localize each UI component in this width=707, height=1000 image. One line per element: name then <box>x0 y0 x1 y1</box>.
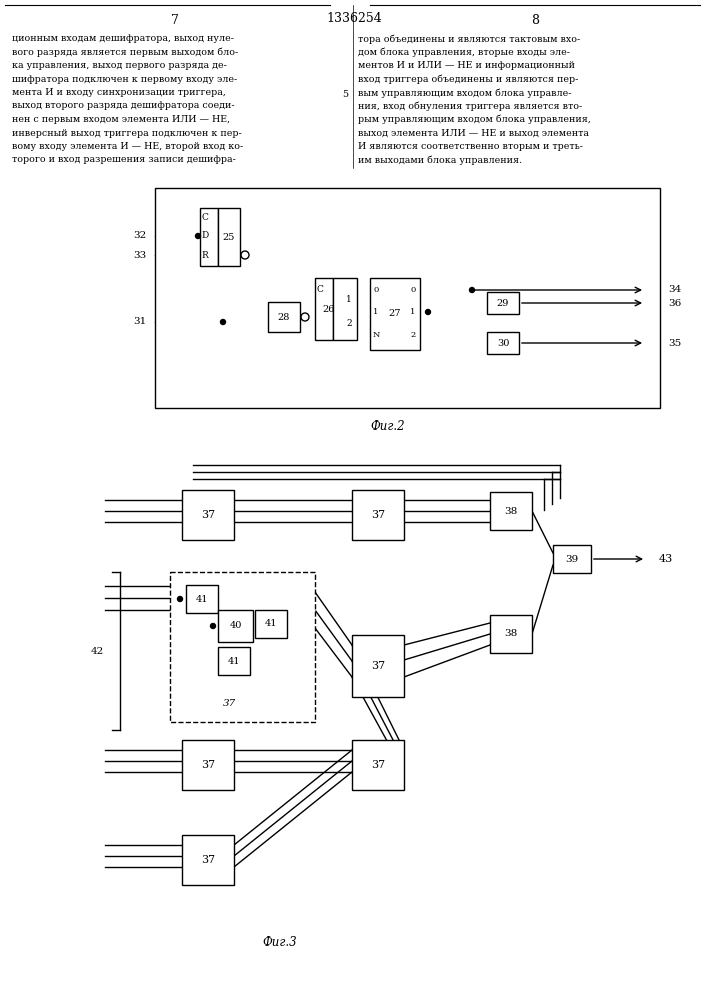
Text: нен с первым входом элемента ИЛИ — НЕ,: нен с первым входом элемента ИЛИ — НЕ, <box>12 115 230 124</box>
Text: 5: 5 <box>342 90 348 99</box>
Bar <box>218 208 240 266</box>
Text: 33: 33 <box>134 250 147 259</box>
Bar <box>255 610 287 638</box>
Bar <box>218 610 253 642</box>
Text: 27: 27 <box>389 310 402 318</box>
Bar <box>155 188 660 408</box>
Text: 1: 1 <box>410 308 416 316</box>
Bar <box>315 278 333 340</box>
Text: 39: 39 <box>566 554 578 564</box>
Text: R: R <box>201 250 209 259</box>
Circle shape <box>177 596 182 601</box>
Text: 43: 43 <box>659 554 673 564</box>
Bar <box>370 278 420 350</box>
Circle shape <box>196 233 201 238</box>
Text: выход второго разряда дешифратора соеди-: выход второго разряда дешифратора соеди- <box>12 102 235 110</box>
Text: рым управляющим входом блока управления,: рым управляющим входом блока управления, <box>358 115 591 124</box>
Text: 2: 2 <box>410 331 416 339</box>
Text: 30: 30 <box>497 338 509 348</box>
Bar <box>182 835 234 885</box>
Bar <box>553 545 591 573</box>
Text: 37: 37 <box>371 510 385 520</box>
Text: тора объединены и являются тактовым вхо-: тора объединены и являются тактовым вхо- <box>358 34 580 43</box>
Bar <box>490 492 532 530</box>
Bar <box>352 740 404 790</box>
Bar <box>487 332 519 354</box>
Text: 1336254: 1336254 <box>326 11 382 24</box>
Circle shape <box>426 310 431 314</box>
Bar <box>182 740 234 790</box>
Text: торого и вход разрешения записи дешифра-: торого и вход разрешения записи дешифра- <box>12 155 236 164</box>
Text: C: C <box>201 214 209 223</box>
Circle shape <box>221 320 226 324</box>
Text: 8: 8 <box>531 13 539 26</box>
Text: им выходами блока управления.: им выходами блока управления. <box>358 155 522 165</box>
Text: ка управления, выход первого разряда де-: ка управления, выход первого разряда де- <box>12 61 227 70</box>
Bar <box>186 585 218 613</box>
Text: 37: 37 <box>201 855 215 865</box>
Text: 1: 1 <box>373 308 379 316</box>
Text: C: C <box>317 286 323 294</box>
Text: ния, вход обнуления триггера является вто-: ния, вход обнуления триггера является вт… <box>358 102 583 111</box>
Bar <box>170 572 315 722</box>
Text: дом блока управления, вторые входы эле-: дом блока управления, вторые входы эле- <box>358 47 570 57</box>
Text: 35: 35 <box>668 338 682 348</box>
Circle shape <box>211 624 216 629</box>
Text: 26: 26 <box>323 304 335 314</box>
Bar <box>352 635 404 697</box>
Text: D: D <box>201 232 209 240</box>
Text: N: N <box>373 331 380 339</box>
Text: инверсный выход триггера подключен к пер-: инверсный выход триггера подключен к пер… <box>12 128 242 137</box>
Text: 34: 34 <box>668 286 682 294</box>
Text: 42: 42 <box>90 647 104 656</box>
Text: 1: 1 <box>346 296 352 304</box>
Text: мента И и входу синхронизации триггера,: мента И и входу синхронизации триггера, <box>12 88 226 97</box>
Text: 41: 41 <box>264 619 277 629</box>
Text: 41: 41 <box>228 656 240 666</box>
Text: 37: 37 <box>201 510 215 520</box>
Text: 36: 36 <box>668 298 682 308</box>
Bar <box>333 278 357 340</box>
Bar <box>487 292 519 314</box>
Text: 41: 41 <box>196 594 209 603</box>
Text: выход элемента ИЛИ — НЕ и выход элемента: выход элемента ИЛИ — НЕ и выход элемента <box>358 128 589 137</box>
Text: 37: 37 <box>371 661 385 671</box>
Text: 2: 2 <box>346 320 352 328</box>
Bar <box>352 490 404 540</box>
Bar <box>268 302 300 332</box>
Text: вого разряда является первым выходом бло-: вого разряда является первым выходом бло… <box>12 47 238 57</box>
Text: вым управляющим входом блока управле-: вым управляющим входом блока управле- <box>358 88 571 98</box>
Text: Фиг.3: Фиг.3 <box>263 936 298 948</box>
Text: Фиг.2: Фиг.2 <box>370 420 405 432</box>
Bar <box>218 647 250 675</box>
Text: вому входу элемента И — НЕ, второй вход ко-: вому входу элемента И — НЕ, второй вход … <box>12 142 243 151</box>
Text: 40: 40 <box>229 621 242 631</box>
Text: 0: 0 <box>373 286 379 294</box>
Text: 29: 29 <box>497 298 509 308</box>
Text: 28: 28 <box>278 312 290 322</box>
Text: 25: 25 <box>223 232 235 241</box>
Text: ционным входам дешифратора, выход нуле-: ционным входам дешифратора, выход нуле- <box>12 34 234 43</box>
Text: 37: 37 <box>223 700 237 708</box>
Bar <box>182 490 234 540</box>
Text: шифратора подключен к первому входу эле-: шифратора подключен к первому входу эле- <box>12 75 238 84</box>
Text: вход триггера объединены и являются пер-: вход триггера объединены и являются пер- <box>358 75 578 84</box>
Text: 37: 37 <box>201 760 215 770</box>
Bar <box>200 208 218 266</box>
Text: 32: 32 <box>134 232 147 240</box>
Text: И являются соответственно вторым и треть-: И являются соответственно вторым и треть… <box>358 142 583 151</box>
Text: 31: 31 <box>134 318 147 326</box>
Text: 0: 0 <box>410 286 416 294</box>
Text: ментов И и ИЛИ — НЕ и информационный: ментов И и ИЛИ — НЕ и информационный <box>358 61 575 70</box>
Text: 38: 38 <box>504 630 518 639</box>
Text: 38: 38 <box>504 506 518 516</box>
Text: 37: 37 <box>371 760 385 770</box>
Text: 7: 7 <box>171 13 179 26</box>
Bar <box>490 615 532 653</box>
Circle shape <box>469 288 474 292</box>
